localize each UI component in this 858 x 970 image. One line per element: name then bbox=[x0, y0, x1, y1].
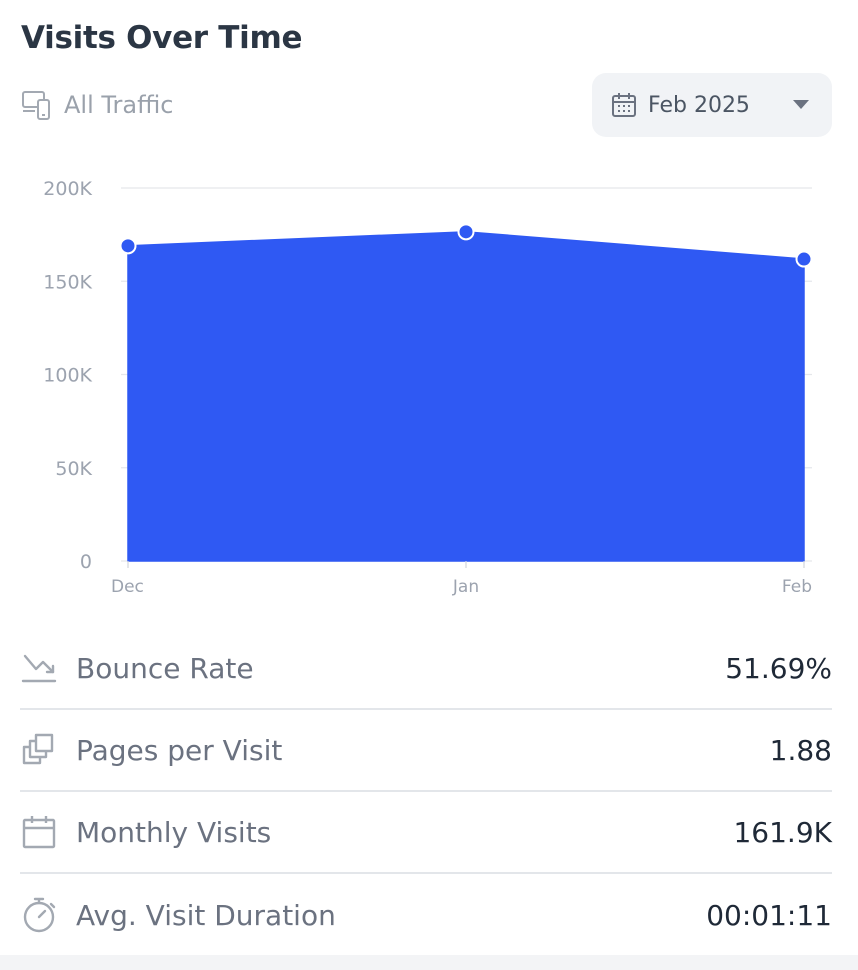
metric-value: 51.69% bbox=[725, 651, 832, 685]
data-point bbox=[457, 223, 475, 241]
y-tick-label: 200K bbox=[43, 178, 92, 200]
x-tick-label: Feb bbox=[782, 577, 812, 597]
date-select-label: Feb 2025 bbox=[648, 92, 750, 118]
chevron-down-icon bbox=[793, 100, 809, 109]
metrics-list: Bounce Rate 51.69% Pages per Visit 1.88 … bbox=[20, 628, 832, 956]
metric-avg-visit-duration: Avg. Visit Duration 00:01:11 bbox=[20, 874, 832, 956]
metric-pages-per-visit: Pages per Visit 1.88 bbox=[20, 710, 832, 792]
metric-monthly-visits: Monthly Visits 161.9K bbox=[20, 792, 832, 874]
traffic-filter[interactable]: All Traffic bbox=[20, 86, 174, 124]
traffic-label: All Traffic bbox=[64, 91, 174, 119]
metric-label: Pages per Visit bbox=[76, 733, 283, 767]
metric-value: 00:01:11 bbox=[706, 898, 832, 932]
series-area bbox=[127, 231, 805, 562]
y-tick-label: 0 bbox=[80, 551, 92, 573]
date-select[interactable]: Feb 2025 bbox=[592, 73, 832, 137]
y-tick-label: 50K bbox=[55, 458, 92, 480]
y-tick-label: 100K bbox=[43, 365, 92, 387]
calendar-icon bbox=[612, 93, 636, 117]
metric-label: Avg. Visit Duration bbox=[76, 898, 336, 932]
metric-value: 161.9K bbox=[733, 815, 832, 849]
bounce-icon bbox=[21, 654, 57, 683]
pages-icon bbox=[22, 733, 54, 765]
metric-label: Monthly Visits bbox=[76, 815, 272, 849]
data-point bbox=[119, 237, 137, 255]
y-tick-label: 150K bbox=[43, 271, 92, 293]
metric-bounce-rate: Bounce Rate 51.69% bbox=[20, 628, 832, 710]
data-point bbox=[795, 250, 813, 268]
stopwatch-icon bbox=[23, 897, 56, 933]
x-tick-label: Dec bbox=[111, 577, 144, 597]
devices-icon bbox=[22, 91, 50, 120]
metric-label: Bounce Rate bbox=[76, 651, 254, 685]
bottom-divider bbox=[0, 955, 858, 970]
widget-title: Visits Over Time bbox=[21, 20, 303, 56]
visits-chart: 0 50K 100K 150K 200K Dec Jan Feb bbox=[43, 178, 813, 597]
x-tick-label: Jan bbox=[452, 577, 479, 597]
metric-value: 1.88 bbox=[769, 733, 832, 767]
calendar-icon bbox=[22, 816, 56, 849]
